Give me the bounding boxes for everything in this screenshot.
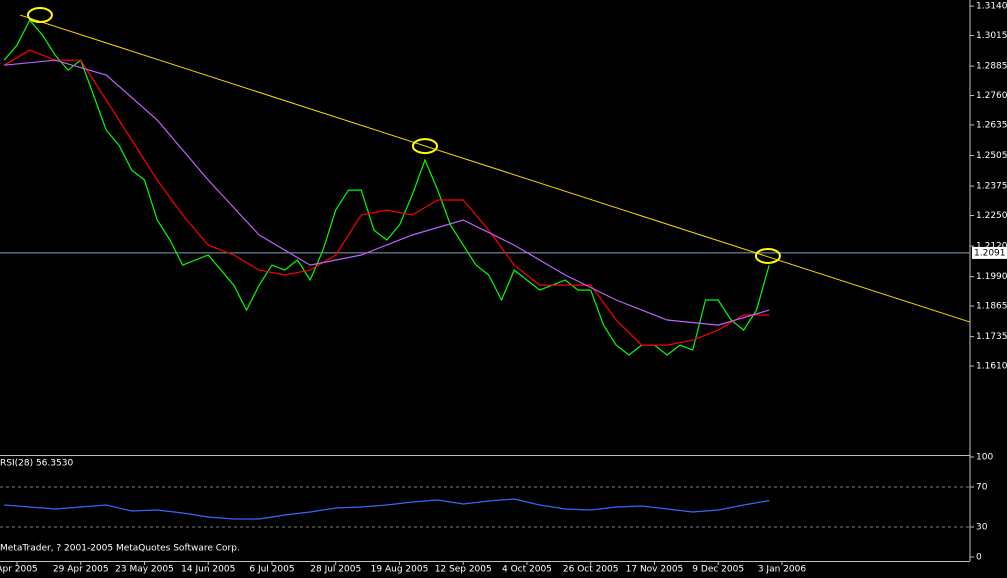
y-tick-label: 1.2505 xyxy=(976,151,1007,161)
x-tick-label: 4 Oct 2005 xyxy=(502,565,552,575)
y-tick-label: 30 xyxy=(976,523,988,533)
highlight xyxy=(411,138,438,155)
y-tick-label: 1.3015 xyxy=(976,31,1007,41)
price-label-box xyxy=(972,246,1007,259)
x-tick-label: Apr 2005 xyxy=(0,565,38,575)
y-tick-label: 1.3140 xyxy=(976,2,1007,12)
price-label: 1.2091 xyxy=(974,248,1006,258)
x-tick-label: 14 Jun 2005 xyxy=(181,565,235,575)
highlight xyxy=(26,7,53,24)
y-tick-label: 1.1735 xyxy=(976,332,1007,342)
y-tick-label: 1.1610 xyxy=(976,362,1007,372)
series-line xyxy=(4,59,770,326)
y-tick-label: 0 xyxy=(976,553,982,563)
x-tick-label: 28 Jul 2005 xyxy=(310,565,361,575)
y-tick-label: 1.1990 xyxy=(976,272,1007,282)
y-tick-label: 1.2885 xyxy=(976,62,1007,72)
x-tick-label: 19 Aug 2005 xyxy=(371,565,429,575)
x-tick-label: 29 Apr 2005 xyxy=(53,565,109,575)
x-tick-label: 12 Sep 2005 xyxy=(435,565,492,575)
series-line xyxy=(3,49,770,346)
highlight xyxy=(754,247,781,264)
x-tick-label: 9 Dec 2005 xyxy=(692,565,744,575)
y-tick-label: 1.2760 xyxy=(976,91,1007,101)
x-tick-label: 6 Jul 2005 xyxy=(249,565,294,575)
x-tick-label: 23 May 2005 xyxy=(115,565,174,575)
x-tick-label: 3 Jan 2006 xyxy=(758,565,806,575)
trendline xyxy=(19,14,971,323)
y-tick-label: 100 xyxy=(976,453,993,463)
x-tick-label: 17 Nov 2005 xyxy=(626,565,684,575)
y-tick-label: 70 xyxy=(976,483,988,493)
y-tick-label: 1.2250 xyxy=(976,211,1007,221)
series-line xyxy=(4,498,770,520)
y-tick-label: 1.2375 xyxy=(976,182,1007,192)
y-tick-label: 1.1865 xyxy=(976,302,1007,312)
y-tick-label: 1.2120 xyxy=(976,242,1007,252)
y-tick-label: 1.2635 xyxy=(976,120,1007,130)
panel-title: RSI(28) 56.3530 xyxy=(0,459,73,469)
footer: MetaTrader, ? 2001-2005 MetaQuotes Softw… xyxy=(0,544,240,554)
x-tick-label: 26 Oct 2005 xyxy=(563,565,619,575)
